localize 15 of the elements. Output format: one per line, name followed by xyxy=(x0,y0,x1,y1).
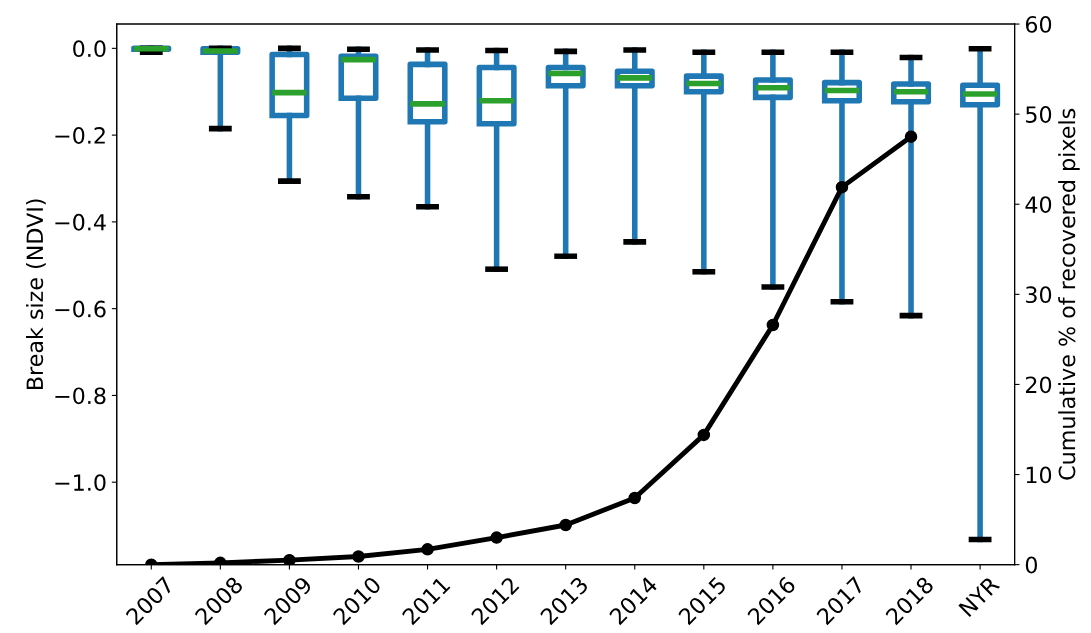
y2-tick-label: 20 xyxy=(1025,376,1052,394)
y2-tick-label: 10 xyxy=(1026,466,1052,484)
y-axis-title: Break size (NDVI) xyxy=(25,199,46,390)
y-tick-label: −0.8 xyxy=(55,387,106,405)
y2-tick-label: 30 xyxy=(1026,286,1052,304)
y2-tick-label: 40 xyxy=(1025,196,1052,214)
y-tick-label: −0.2 xyxy=(55,127,105,144)
y2-tick-label: 50 xyxy=(1026,106,1052,123)
y-tick-label: −0.4 xyxy=(55,213,106,231)
y-tick-label: −0.6 xyxy=(55,300,106,318)
y-tick-label: 0.0 xyxy=(73,40,106,58)
y2-tick-label: 60 xyxy=(1025,16,1052,33)
y2-tick-label: 0 xyxy=(1025,556,1038,574)
y-tick-label: −1.0 xyxy=(55,474,106,491)
y2-axis-title: Cumulative % of recovered pixels xyxy=(1058,108,1080,480)
